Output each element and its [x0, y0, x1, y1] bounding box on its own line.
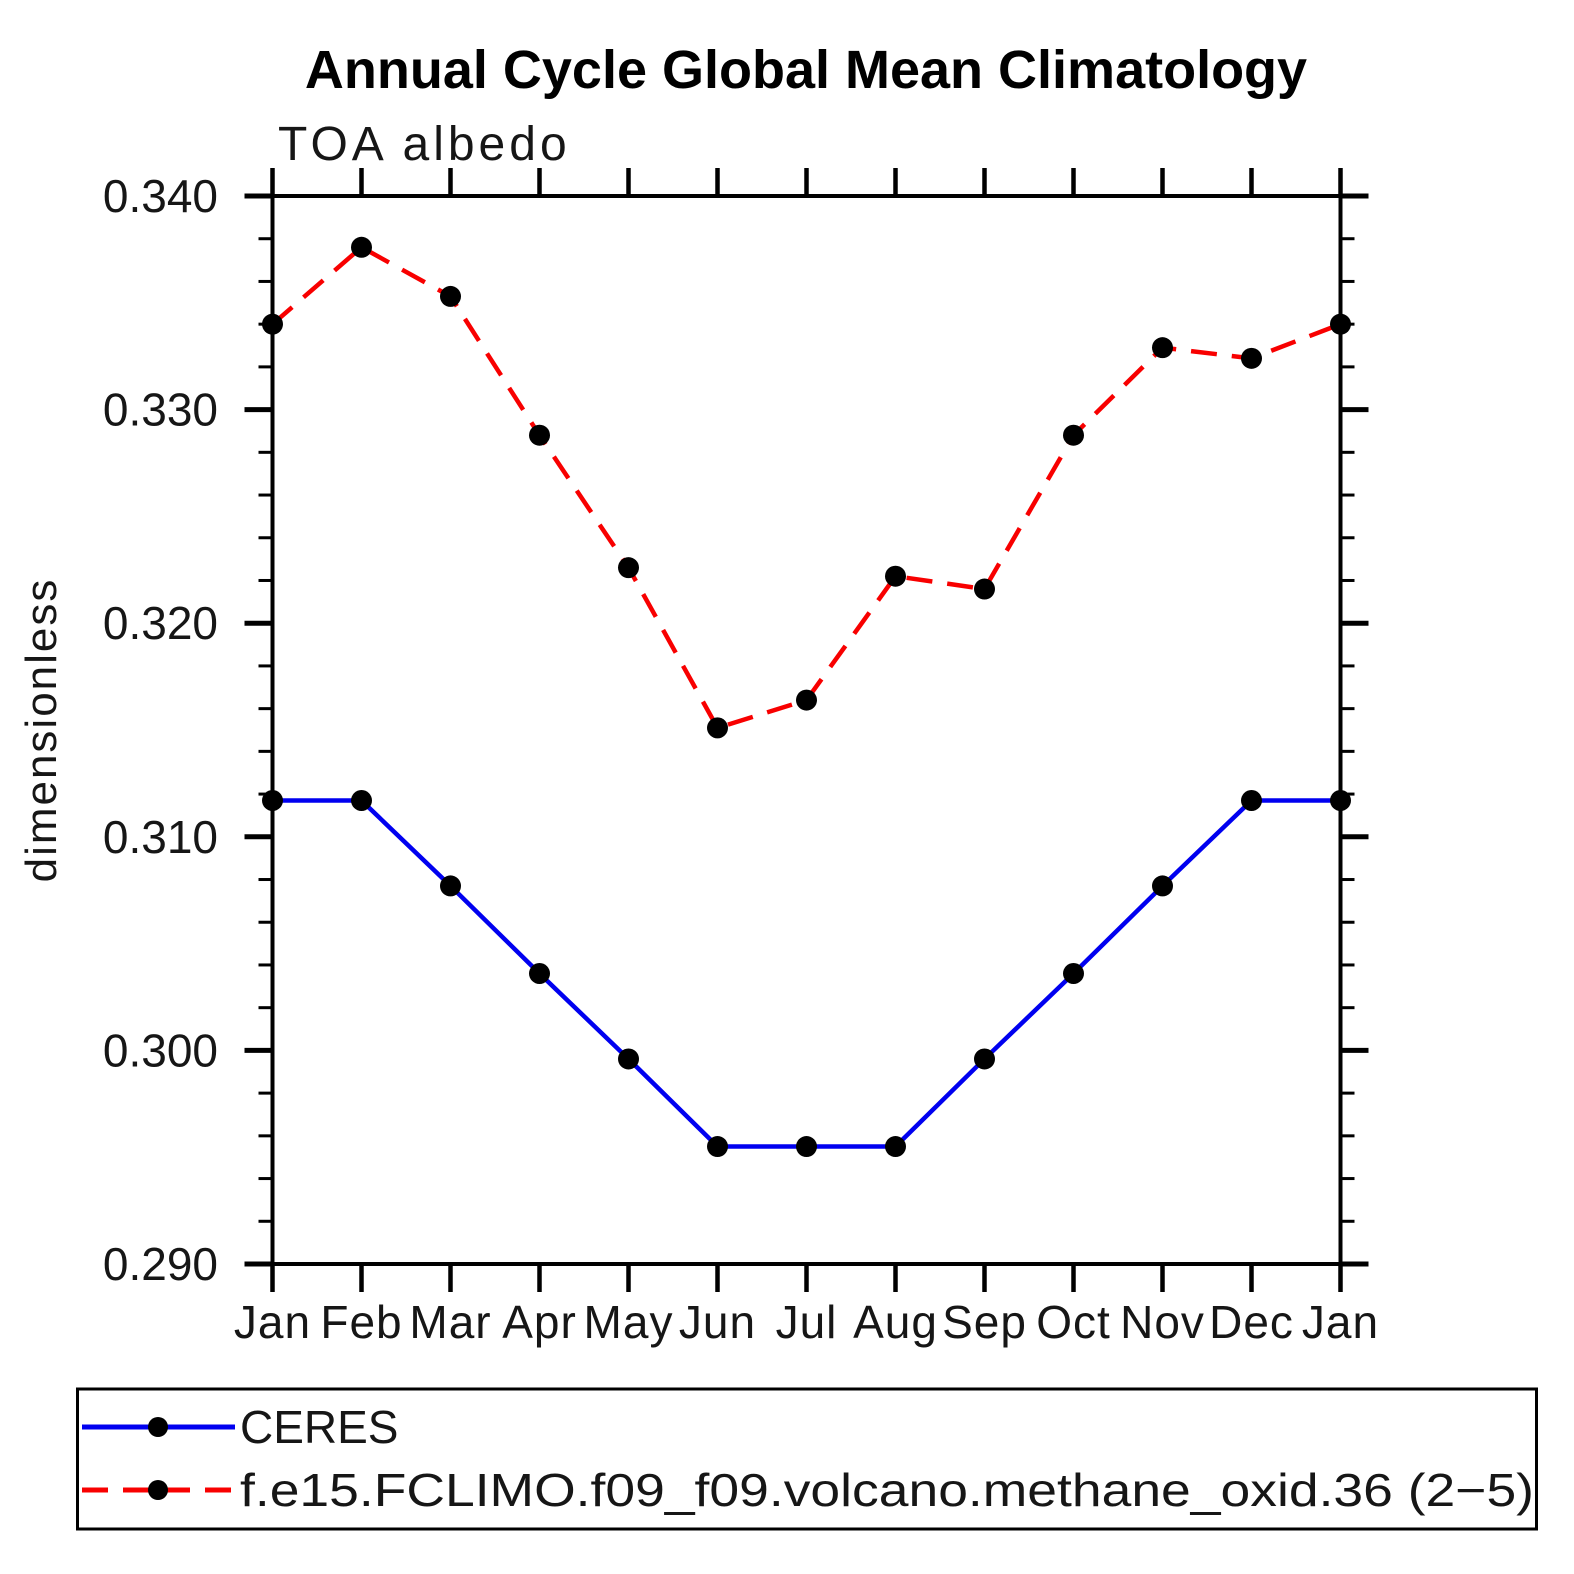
x-tick-label: Sep	[942, 1296, 1027, 1348]
y-axis-ticks	[244, 193, 1369, 1267]
legend: CERES f.e15.FCLIMO.f09_f09.volcano.metha…	[76, 1387, 1538, 1531]
x-tick-label: May	[584, 1296, 674, 1348]
data-point	[262, 789, 283, 811]
x-tick-label: Oct	[1036, 1296, 1111, 1348]
data-point	[796, 689, 817, 711]
y-tick-label: 0.300	[103, 1024, 218, 1076]
x-tick-label: Aug	[853, 1296, 938, 1348]
x-tick-label: Nov	[1120, 1296, 1205, 1348]
data-point	[440, 875, 461, 897]
x-tick-label: Apr	[502, 1296, 577, 1348]
data-point	[1330, 789, 1351, 811]
x-tick-label: Jun	[679, 1296, 756, 1348]
x-tick-label: Jul	[776, 1296, 838, 1348]
data-point	[1330, 313, 1351, 335]
data-point	[885, 1136, 906, 1158]
data-point	[707, 1136, 728, 1158]
legend-label-model: f.e15.FCLIMO.f09_f09.volcano.methane_oxi…	[240, 1464, 1534, 1516]
data-point	[1241, 347, 1262, 369]
data-point	[974, 578, 995, 600]
data-point	[440, 285, 461, 307]
data-point	[529, 424, 550, 446]
legend-label-ceres: CERES	[240, 1401, 398, 1453]
data-point	[529, 963, 550, 985]
y-axis-label: dimensionless	[17, 578, 66, 883]
chart-subtitle: TOA albedo	[278, 118, 571, 171]
x-tick-labels: Jan Feb Mar Apr May Jun Jul Aug Sep Oct Nov Dec Jan	[234, 1296, 1379, 1348]
y-tick-labels: 0.290 0.300 0.310 0.320 0.330 0.340	[103, 170, 218, 1290]
data-point	[707, 717, 728, 739]
data-series-layer	[262, 236, 1351, 1158]
x-axis-ticks	[270, 168, 1343, 1292]
data-point	[618, 1048, 639, 1070]
x-tick-label: Feb	[320, 1296, 402, 1348]
data-point	[796, 1136, 817, 1158]
data-point	[351, 236, 372, 258]
plot-frame	[270, 194, 1343, 1266]
legend-marker-ceres	[148, 1417, 168, 1437]
data-point	[885, 565, 906, 587]
data-point	[1152, 875, 1173, 897]
x-tick-label: Mar	[409, 1296, 491, 1348]
legend-marker-model	[148, 1480, 168, 1500]
data-point	[974, 1048, 995, 1070]
chart-title: Annual Cycle Global Mean Climatology	[305, 40, 1307, 100]
data-point	[1063, 963, 1084, 985]
data-point	[1152, 337, 1173, 359]
y-tick-label: 0.320	[103, 597, 218, 649]
y-tick-label: 0.290	[103, 1238, 218, 1290]
x-tick-label: Jan	[234, 1296, 311, 1348]
plot-border	[270, 194, 1343, 1266]
y-tick-label: 0.330	[103, 384, 218, 436]
data-point	[1241, 789, 1262, 811]
y-tick-label: 0.340	[103, 170, 218, 222]
y-tick-label: 0.310	[103, 811, 218, 863]
data-point	[1063, 424, 1084, 446]
legend-box	[76, 1387, 1538, 1531]
data-point	[262, 313, 283, 335]
x-tick-label: Dec	[1209, 1296, 1294, 1348]
x-tick-label: Jan	[1302, 1296, 1379, 1348]
data-point	[351, 789, 372, 811]
data-point	[618, 557, 639, 579]
series-line-CERES	[272, 798, 1341, 1149]
series-line-f	[271, 245, 1342, 731]
